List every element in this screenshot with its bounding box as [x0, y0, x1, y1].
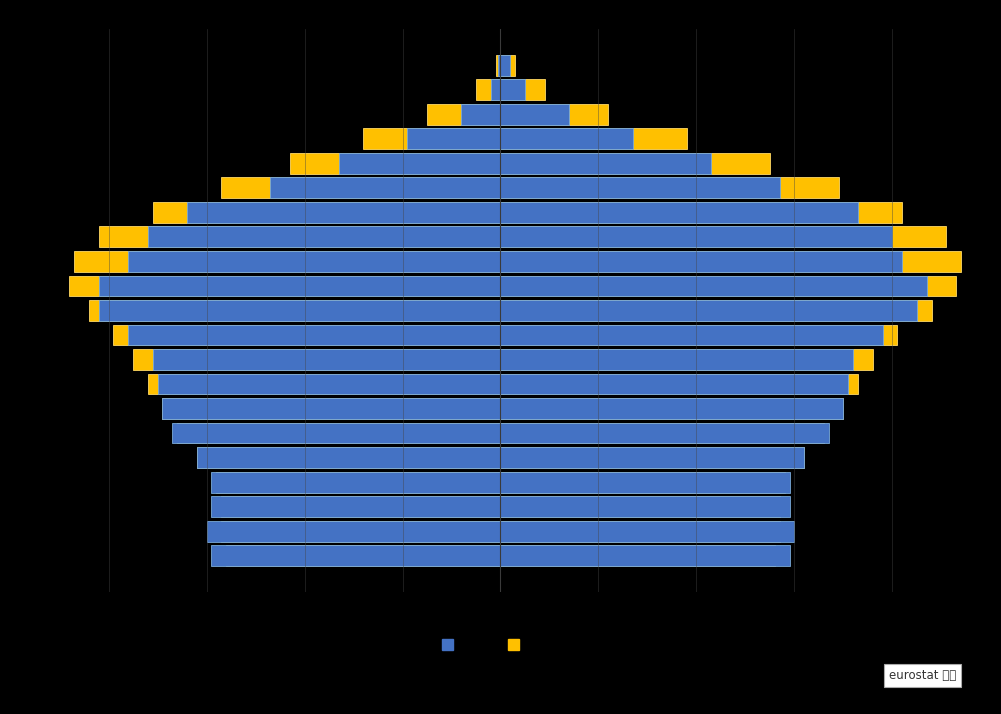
Bar — [500, 496, 790, 517]
Bar — [152, 349, 500, 370]
Text: eurostat 🇪🇺: eurostat 🇪🇺 — [889, 669, 956, 682]
Bar — [498, 55, 500, 76]
Legend: 2019, 2050: 2019, 2050 — [436, 633, 565, 658]
Bar — [211, 472, 500, 493]
Bar — [500, 300, 917, 321]
Bar — [500, 447, 804, 468]
Bar — [221, 178, 501, 198]
Bar — [99, 300, 500, 321]
Bar — [500, 104, 570, 125]
Bar — [500, 202, 902, 223]
Bar — [148, 373, 500, 394]
Bar — [206, 521, 500, 541]
Bar — [500, 545, 775, 566]
Bar — [490, 79, 500, 100]
Bar — [152, 202, 500, 223]
Bar — [128, 325, 500, 346]
Bar — [500, 276, 927, 296]
Bar — [197, 447, 500, 468]
Bar — [500, 226, 893, 247]
Bar — [221, 521, 501, 541]
Bar — [270, 178, 500, 198]
Bar — [500, 55, 511, 76]
Bar — [162, 398, 500, 419]
Bar — [500, 423, 829, 443]
Bar — [500, 325, 883, 346]
Bar — [500, 398, 844, 419]
Bar — [172, 423, 500, 443]
Bar — [461, 104, 500, 125]
Bar — [99, 276, 500, 296]
Bar — [500, 129, 687, 149]
Bar — [69, 276, 500, 296]
Bar — [500, 202, 858, 223]
Bar — [500, 251, 902, 272]
Bar — [162, 398, 500, 419]
Bar — [177, 423, 500, 443]
Bar — [211, 545, 500, 566]
Bar — [500, 79, 525, 100]
Bar — [500, 55, 516, 76]
Bar — [500, 276, 956, 296]
Bar — [226, 545, 500, 566]
Bar — [500, 79, 545, 100]
Bar — [148, 226, 500, 247]
Bar — [157, 373, 500, 394]
Bar — [500, 349, 853, 370]
Bar — [407, 129, 500, 149]
Bar — [211, 496, 500, 517]
Bar — [99, 226, 500, 247]
Bar — [133, 349, 500, 370]
Bar — [500, 349, 873, 370]
Bar — [500, 472, 785, 493]
Bar — [128, 251, 500, 272]
Bar — [476, 79, 500, 100]
Bar — [500, 300, 932, 321]
Bar — [500, 423, 824, 443]
Bar — [500, 153, 770, 174]
Bar — [500, 104, 609, 125]
Bar — [89, 300, 501, 321]
Bar — [500, 545, 790, 566]
Bar — [500, 521, 795, 541]
Bar — [500, 398, 844, 419]
Bar — [500, 325, 897, 346]
Bar — [197, 447, 500, 468]
Bar — [500, 496, 780, 517]
Bar — [221, 496, 501, 517]
Bar — [338, 153, 500, 174]
Bar — [427, 104, 500, 125]
Bar — [500, 521, 780, 541]
Bar — [500, 129, 633, 149]
Bar — [500, 153, 711, 174]
Bar — [363, 129, 500, 149]
Bar — [500, 447, 804, 468]
Bar — [216, 472, 501, 493]
Bar — [500, 178, 839, 198]
Bar — [500, 373, 849, 394]
Bar — [74, 251, 500, 272]
Bar — [500, 472, 790, 493]
Bar — [500, 373, 858, 394]
Bar — [500, 178, 780, 198]
Bar — [495, 55, 500, 76]
Bar — [187, 202, 500, 223]
Bar — [500, 226, 946, 247]
Bar — [500, 251, 961, 272]
Bar — [113, 325, 500, 346]
Bar — [290, 153, 500, 174]
